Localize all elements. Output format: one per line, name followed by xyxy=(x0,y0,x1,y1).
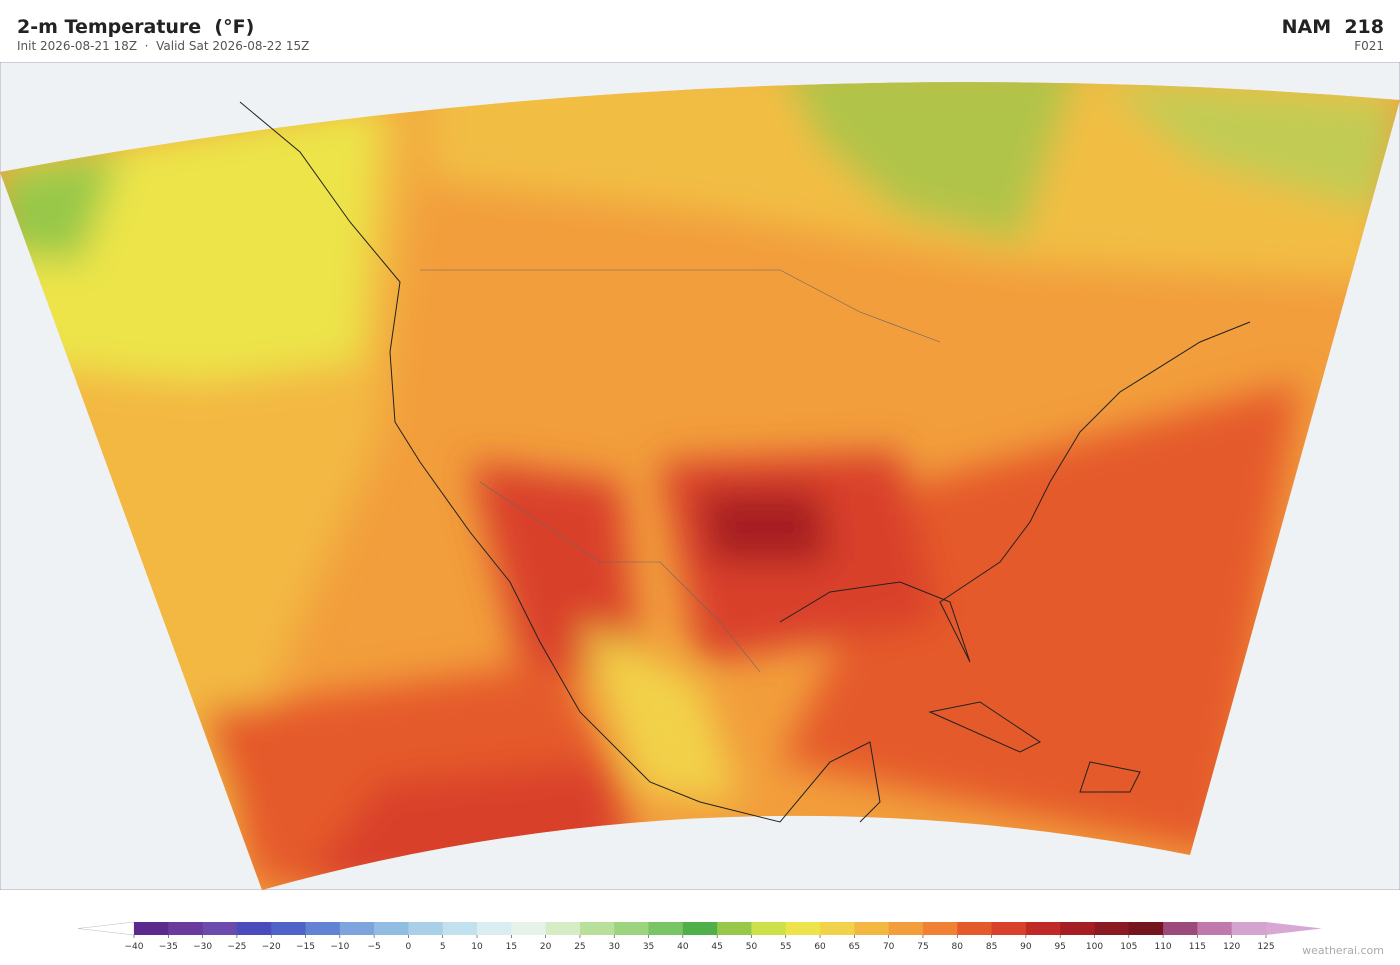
colorbar-segment xyxy=(1231,922,1267,935)
colorbar-segment xyxy=(751,922,787,935)
colorbar-tick-label: 25 xyxy=(574,942,585,952)
colorbar: −40 −35 −30 −25 −20 −15 −10 −5 0 5 10 15 20 25 30 35 40 4… xyxy=(77,921,1322,952)
model-name: NAM 218 xyxy=(1281,16,1384,38)
colorbar-tick-label: 75 xyxy=(917,942,928,952)
colorbar-tick-label: 40 xyxy=(677,942,689,952)
colorbar-segment xyxy=(305,922,341,935)
colorbar-tick-label: −25 xyxy=(227,942,246,952)
colorbar-segment xyxy=(202,922,238,935)
map xyxy=(0,62,1400,890)
colorbar-segment xyxy=(1128,922,1164,935)
colorbar-tick-label: 90 xyxy=(1020,942,1032,952)
colorbar-tick-label: 110 xyxy=(1154,942,1171,952)
colorbar-segment xyxy=(648,922,684,935)
colorbar-tick-label: 15 xyxy=(506,942,517,952)
forecast-hour: F021 xyxy=(1354,39,1384,53)
colorbar-segment xyxy=(134,922,169,935)
temperature-field xyxy=(0,82,1400,890)
colorbar-segment xyxy=(922,922,958,935)
colorbar-segment xyxy=(785,922,821,935)
colorbar-segment xyxy=(957,922,993,935)
colorbar-tick-label: 100 xyxy=(1086,942,1103,952)
colorbar-segment xyxy=(717,922,752,935)
colorbar-segment xyxy=(682,922,718,935)
colorbar-over xyxy=(1266,922,1322,935)
subtitle: Init 2026-08-21 18Z · Valid Sat 2026-08-… xyxy=(17,39,310,53)
colorbar-tick-label: −35 xyxy=(159,942,178,952)
colorbar-segment xyxy=(614,922,650,935)
colorbar-tick-label: 70 xyxy=(883,942,895,952)
colorbar-tick-label: 105 xyxy=(1120,942,1137,952)
colorbar-segment xyxy=(236,922,272,935)
colorbar-tick-label: 10 xyxy=(471,942,483,952)
colorbar-tick-label: −10 xyxy=(330,942,349,952)
colorbar-segment xyxy=(1060,922,1095,935)
colorbar-segment xyxy=(374,922,409,935)
colorbar-tick-label: −40 xyxy=(125,942,144,952)
colorbar-tick-label: 20 xyxy=(540,942,552,952)
colorbar-segment xyxy=(888,922,924,935)
colorbar-segment xyxy=(1197,922,1233,935)
colorbar-segment xyxy=(339,922,375,935)
colorbar-tick-label: −30 xyxy=(193,942,212,952)
colorbar-tick-label: 50 xyxy=(746,942,758,952)
colorbar-tick-label: 85 xyxy=(986,942,997,952)
colorbar-segment xyxy=(579,922,615,935)
colorbar-segment xyxy=(442,922,478,935)
colorbar-tick-label: 80 xyxy=(952,942,964,952)
colorbar-tick-label: −5 xyxy=(367,942,380,952)
colorbar-segment xyxy=(820,922,855,935)
colorbar-segment xyxy=(511,922,547,935)
colorbar-under xyxy=(77,921,135,936)
colorbar-segment xyxy=(408,922,444,935)
colorbar-segment xyxy=(271,922,307,935)
colorbar-segment xyxy=(545,922,581,935)
colorbar-tick-label: −15 xyxy=(296,942,315,952)
colorbar-segment xyxy=(1025,922,1061,935)
coastlines xyxy=(239,101,1251,823)
colorbar-tick-label: 115 xyxy=(1189,942,1206,952)
colorbar-tick-label: 95 xyxy=(1054,942,1065,952)
watermark: weatherai.com xyxy=(1302,944,1384,957)
colorbar-tick-label: 55 xyxy=(780,942,791,952)
map-title: 2-m Temperature (°F) xyxy=(17,16,255,38)
colorbar-segment xyxy=(168,922,204,935)
colorbar-segment xyxy=(1094,922,1130,935)
colorbar-tick-label: 60 xyxy=(814,942,826,952)
colorbar-tick-label: −20 xyxy=(262,942,281,952)
colorbar-segment xyxy=(477,922,512,935)
colorbar-tick-label: 45 xyxy=(711,942,722,952)
colorbar-segment xyxy=(1163,922,1198,935)
colorbar-tick-label: 30 xyxy=(609,942,621,952)
colorbar-tick-label: 0 xyxy=(406,942,412,952)
borders xyxy=(420,269,941,673)
colorbar-segment xyxy=(854,922,890,935)
colorbar-tick-label: 120 xyxy=(1223,942,1240,952)
colorbar-tick-label: 5 xyxy=(440,942,446,952)
colorbar-tick-label: 35 xyxy=(643,942,654,952)
colorbar-tick-label: 125 xyxy=(1257,942,1274,952)
colorbar-segment xyxy=(991,922,1027,935)
colorbar-tick-label: 65 xyxy=(849,942,860,952)
